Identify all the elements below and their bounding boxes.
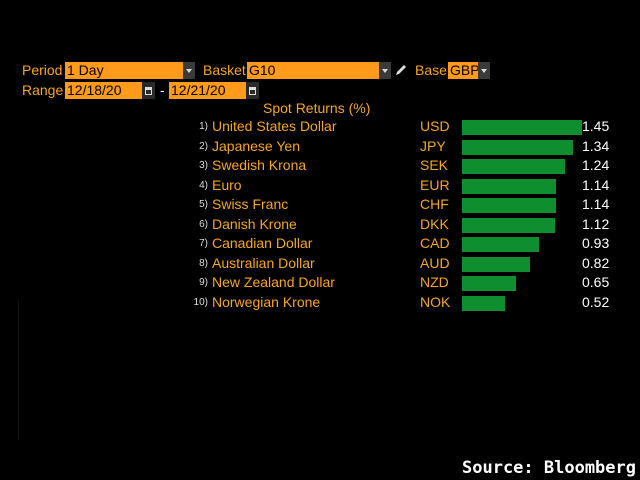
- return-value: 0.65: [582, 274, 610, 290]
- range-start-value: 12/18/20: [67, 82, 122, 98]
- range-end-value: 12/21/20: [171, 82, 226, 98]
- list-item[interactable]: 10) Norwegian Krone NOK 0.52: [0, 294, 640, 313]
- pencil-icon[interactable]: [394, 63, 408, 77]
- currency-code: AUD: [420, 254, 450, 271]
- currency-name: Danish Krone: [212, 215, 297, 232]
- calendar-icon[interactable]: [142, 82, 155, 99]
- rank-number: 1): [199, 121, 208, 132]
- return-value: 1.14: [582, 176, 610, 193]
- calendar-icon[interactable]: [246, 82, 259, 99]
- return-bar: [462, 256, 530, 272]
- return-bar: [462, 120, 582, 135]
- rank-number: 4): [199, 179, 208, 191]
- rank-number: 3): [199, 160, 208, 171]
- base-value: GBP: [450, 62, 480, 78]
- currency-name: Swiss Franc: [212, 196, 289, 212]
- chevron-down-icon[interactable]: [379, 62, 391, 79]
- rank-number: 7): [199, 238, 208, 249]
- return-value: 1.14: [582, 196, 610, 212]
- currency-code: NZD: [420, 274, 449, 290]
- list-item[interactable]: 1) United States Dollar USD 1.45: [0, 118, 640, 137]
- currency-name: Japanese Yen: [212, 137, 300, 154]
- return-bar: [462, 159, 565, 174]
- period-select[interactable]: 1 Day: [65, 62, 195, 79]
- return-bar: [462, 178, 556, 194]
- list-item[interactable]: 7) Canadian Dollar CAD 0.93: [0, 235, 640, 254]
- range-end-field[interactable]: 12/21/20: [169, 82, 259, 99]
- return-value: 1.24: [582, 157, 610, 173]
- return-bar: [462, 217, 555, 233]
- return-value: 1.12: [582, 215, 610, 232]
- rank-number: 6): [199, 218, 208, 230]
- currency-name: Euro: [212, 176, 242, 193]
- currency-name: Australian Dollar: [212, 254, 315, 271]
- currency-name: Canadian Dollar: [212, 235, 313, 251]
- currency-name: United States Dollar: [212, 118, 337, 134]
- currency-code: EUR: [420, 176, 450, 193]
- rank-number: 8): [199, 257, 208, 269]
- list-item[interactable]: 8) Australian Dollar AUD 0.82: [0, 255, 640, 274]
- period-value: 1 Day: [67, 62, 104, 78]
- chevron-down-icon[interactable]: [183, 62, 195, 79]
- return-bar: [462, 295, 505, 311]
- currency-code: CAD: [420, 235, 450, 251]
- list-item[interactable]: 4) Euro EUR 1.14: [0, 177, 640, 196]
- currency-code: JPY: [420, 137, 446, 154]
- currency-code: SEK: [420, 157, 449, 173]
- currency-code: NOK: [420, 293, 451, 310]
- list-item[interactable]: 2) Japanese Yen JPY 1.34: [0, 138, 640, 157]
- return-value: 0.93: [582, 235, 610, 251]
- basket-value: G10: [249, 62, 276, 78]
- range-start-field[interactable]: 12/18/20: [65, 82, 155, 99]
- list-item[interactable]: 3) Swedish Krona SEK 1.24: [0, 157, 640, 176]
- currency-name: New Zealand Dollar: [212, 274, 335, 290]
- return-value: 0.52: [582, 293, 610, 310]
- period-label: Period: [22, 62, 63, 78]
- chevron-down-icon[interactable]: [478, 62, 490, 79]
- basket-select[interactable]: G10: [247, 62, 391, 79]
- list-item[interactable]: 6) Danish Krone DKK 1.12: [0, 216, 640, 235]
- currency-code: USD: [420, 118, 450, 134]
- basket-label: Basket: [203, 62, 246, 78]
- return-bar: [462, 139, 573, 155]
- currency-code: CHF: [420, 196, 449, 212]
- base-label: Base: [415, 62, 447, 78]
- rank-number: 5): [199, 199, 208, 210]
- divider: [18, 300, 19, 440]
- range-label: Range: [22, 82, 64, 98]
- rank-number: 10): [193, 296, 208, 308]
- chart-title: Spot Returns (%): [263, 100, 371, 116]
- source-credit: Source: Bloomberg: [462, 458, 636, 478]
- list-item[interactable]: 9) New Zealand Dollar NZD 0.65: [0, 274, 640, 293]
- rank-number: 9): [199, 277, 208, 288]
- return-value: 0.82: [582, 254, 610, 271]
- base-select[interactable]: GBP: [448, 62, 490, 79]
- return-value: 1.45: [582, 118, 610, 134]
- return-bar: [462, 198, 556, 213]
- return-bar: [462, 237, 539, 252]
- currency-name: Norwegian Krone: [212, 293, 321, 310]
- list-item[interactable]: 5) Swiss Franc CHF 1.14: [0, 196, 640, 215]
- rank-number: 2): [199, 140, 208, 152]
- return-value: 1.34: [582, 137, 610, 154]
- currency-name: Swedish Krona: [212, 157, 307, 173]
- return-bar: [462, 276, 516, 291]
- range-separator: -: [160, 82, 165, 98]
- currency-code: DKK: [420, 215, 449, 232]
